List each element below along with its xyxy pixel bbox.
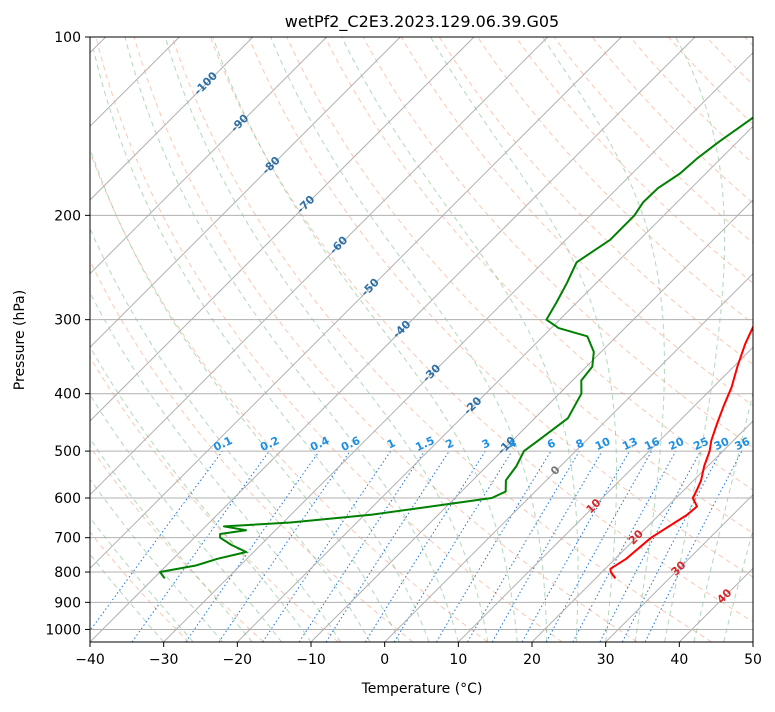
x-tick-label: 50 [744, 652, 762, 668]
y-tick-label: 800 [54, 565, 81, 581]
y-axis-label: Pressure (hPa) [12, 290, 28, 390]
y-tick-label: 1000 [45, 622, 81, 638]
x-tick-label: 10 [449, 652, 467, 668]
y-tick-label: 700 [54, 531, 81, 547]
x-tick-label: −20 [223, 652, 253, 668]
y-tick-label: 400 [54, 387, 81, 403]
x-tick-label: 20 [523, 652, 541, 668]
x-axis-label: Temperature (°C) [361, 681, 483, 697]
y-tick-label: 300 [54, 313, 81, 329]
x-tick-label: 0 [380, 652, 389, 668]
y-tick-label: 100 [54, 30, 81, 46]
y-tick-label: 200 [54, 208, 81, 224]
x-tick-label: 30 [597, 652, 615, 668]
x-tick-label: 40 [670, 652, 688, 668]
y-tick-label: 500 [54, 444, 81, 460]
y-tick-label: 900 [54, 595, 81, 611]
y-tick-label: 600 [54, 491, 81, 507]
chart-title: wetPf2_C2E3.2023.129.06.39.G05 [285, 12, 559, 32]
x-tick-label: −40 [75, 652, 105, 668]
x-tick-label: −30 [149, 652, 179, 668]
x-tick-label: −10 [296, 652, 326, 668]
